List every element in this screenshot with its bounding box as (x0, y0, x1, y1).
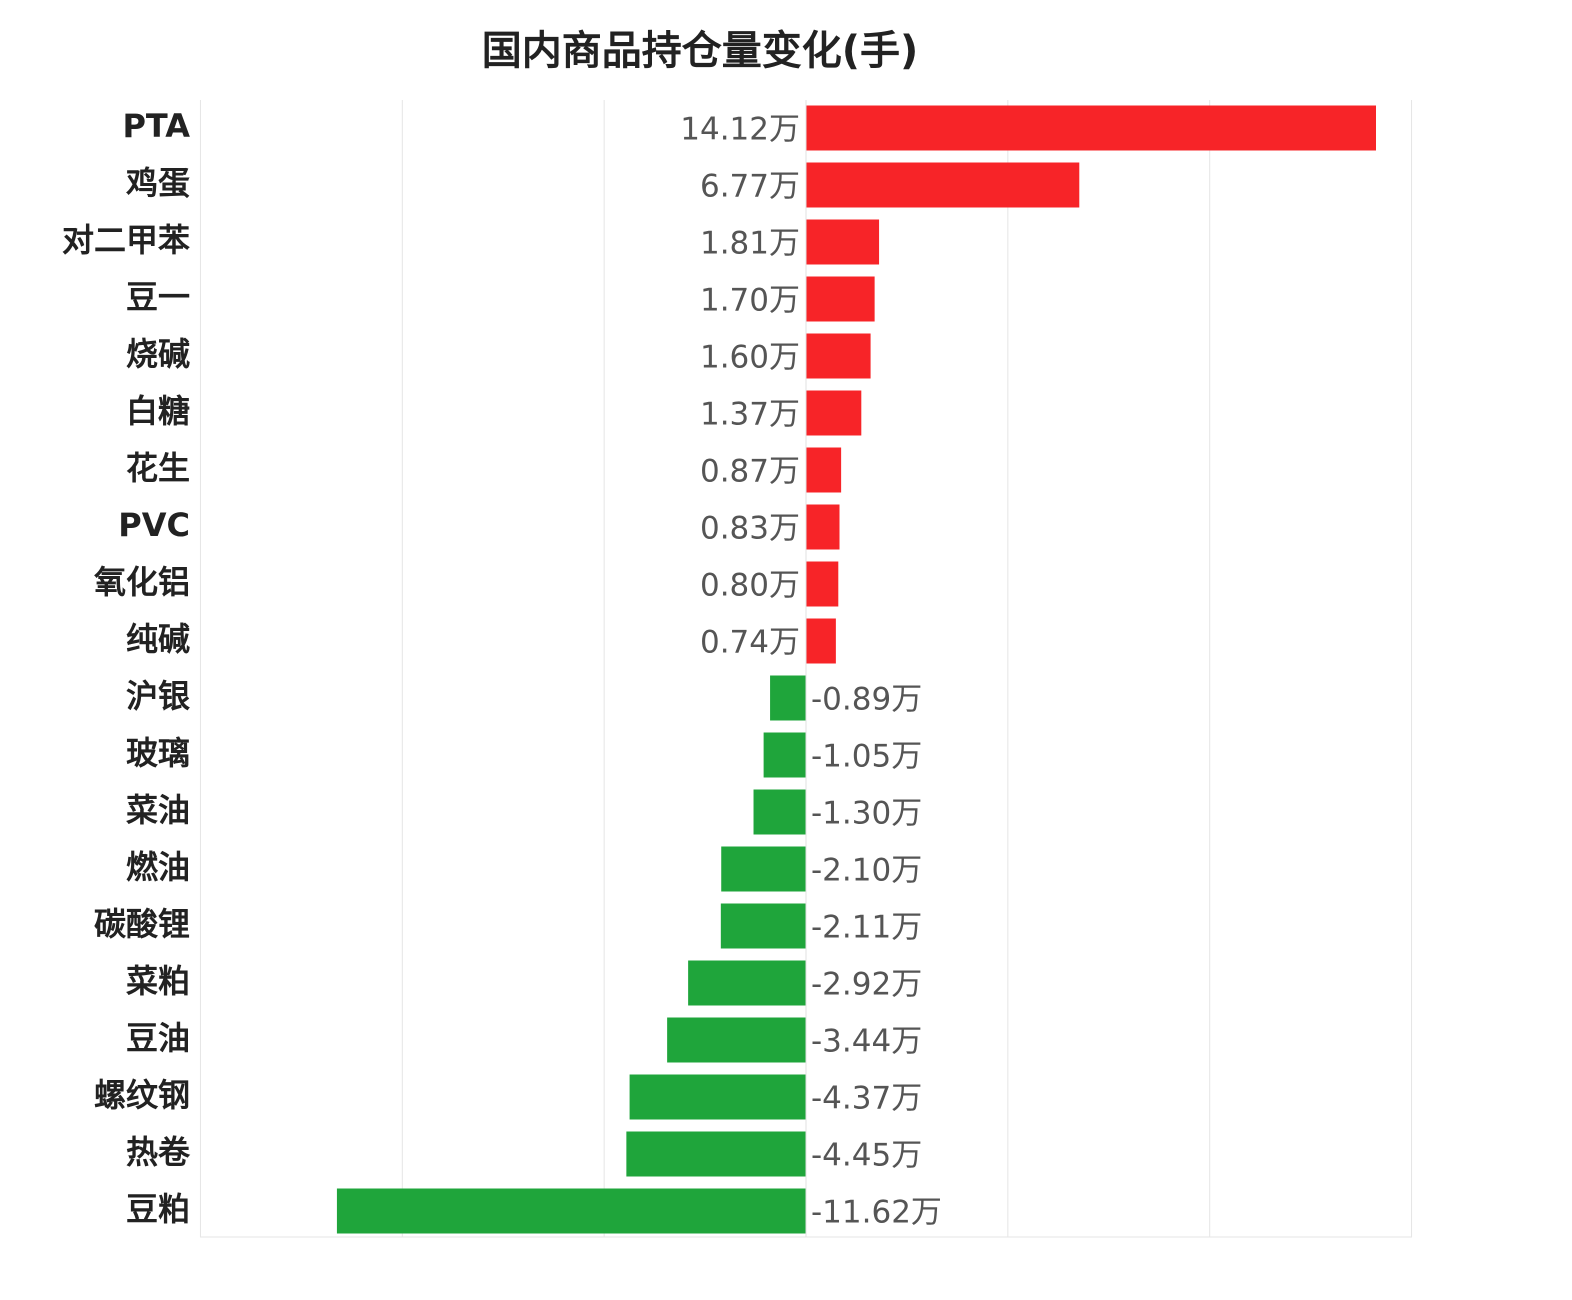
data-label: 1.70万 (700, 283, 800, 319)
data-label: -4.37万 (811, 1081, 922, 1117)
category-label: 碳酸锂 (94, 905, 190, 943)
category-label: 玻璃 (126, 734, 190, 772)
data-label: -2.10万 (811, 853, 922, 889)
category-label: 沪银 (126, 677, 190, 715)
bar (720, 903, 806, 949)
bar (806, 561, 839, 607)
category-label: 菜油 (126, 791, 190, 829)
category-label: 菜粕 (126, 962, 190, 1000)
bar (806, 504, 840, 550)
category-label: 燃油 (126, 848, 190, 886)
bar (688, 960, 806, 1006)
data-label: -11.62万 (811, 1195, 942, 1231)
category-label: 氧化铝 (94, 563, 190, 601)
data-label: -2.92万 (811, 967, 922, 1003)
data-label: -3.44万 (811, 1024, 922, 1060)
data-label: -2.11万 (811, 910, 922, 946)
data-label: 0.80万 (700, 568, 800, 604)
bar (806, 105, 1376, 151)
bar (721, 846, 806, 892)
bar (806, 447, 842, 493)
bar (806, 162, 1080, 208)
category-label: 鸡蛋 (125, 164, 190, 202)
data-label: 1.81万 (700, 226, 800, 262)
bar (806, 333, 871, 379)
category-label: PTA (122, 107, 190, 145)
bar (806, 618, 836, 664)
bar (806, 276, 875, 322)
category-label: 纯碱 (126, 620, 190, 658)
data-label: 6.77万 (700, 169, 800, 205)
bar (626, 1131, 806, 1177)
bar (770, 675, 806, 721)
bar (806, 390, 862, 436)
category-label: 豆粕 (126, 1190, 190, 1228)
data-label: -0.89万 (811, 682, 922, 718)
data-label: 14.12万 (680, 112, 800, 148)
bar (763, 732, 806, 778)
chart-title: 国内商品持仓量变化(手) (481, 28, 919, 74)
category-label: PVC (118, 506, 190, 544)
data-label: 0.83万 (700, 511, 800, 547)
category-label: 白糖 (126, 392, 190, 430)
data-label: 0.74万 (700, 625, 800, 661)
data-label: 0.87万 (700, 454, 800, 490)
data-label: -1.05万 (811, 739, 922, 775)
data-label: -1.30万 (811, 796, 922, 832)
data-label: -4.45万 (811, 1138, 922, 1174)
data-label: 1.37万 (700, 397, 800, 433)
category-label: 对二甲苯 (62, 221, 190, 259)
bar (806, 219, 880, 265)
data-label: 1.60万 (700, 340, 800, 376)
bar (667, 1017, 806, 1063)
category-label: 烧碱 (126, 335, 190, 373)
category-label: 豆一 (126, 278, 190, 316)
category-label: 螺纹钢 (94, 1076, 190, 1114)
category-label: 花生 (126, 449, 190, 487)
bar (629, 1074, 806, 1120)
bar (336, 1188, 806, 1234)
category-label: 豆油 (126, 1019, 190, 1057)
bar (753, 789, 806, 835)
category-label: 热卷 (126, 1133, 191, 1171)
